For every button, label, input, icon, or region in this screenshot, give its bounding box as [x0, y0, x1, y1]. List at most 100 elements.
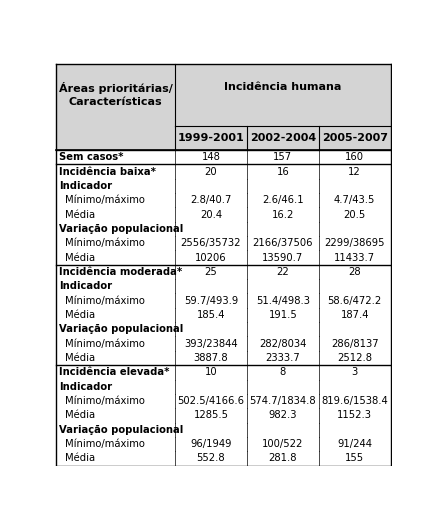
- Bar: [56, 322, 391, 336]
- Text: 28: 28: [348, 267, 361, 277]
- Bar: [56, 165, 391, 179]
- Bar: [56, 179, 391, 193]
- Bar: [56, 236, 391, 250]
- Text: Indicador: Indicador: [59, 181, 112, 191]
- Text: 20.4: 20.4: [200, 210, 222, 220]
- Bar: [56, 279, 391, 293]
- Text: 2.6/46.1: 2.6/46.1: [262, 195, 303, 205]
- Text: 148: 148: [201, 152, 220, 162]
- Text: 819.6/1538.4: 819.6/1538.4: [321, 396, 388, 406]
- Bar: [56, 451, 391, 465]
- Text: 574.7/1834.8: 574.7/1834.8: [249, 396, 316, 406]
- Text: Incidência moderada*: Incidência moderada*: [59, 267, 182, 277]
- Text: 91/244: 91/244: [337, 439, 372, 449]
- Text: 20: 20: [204, 167, 217, 177]
- Text: 1285.5: 1285.5: [194, 410, 228, 420]
- Text: 3887.8: 3887.8: [194, 353, 228, 363]
- Text: 1152.3: 1152.3: [337, 410, 372, 420]
- Bar: [56, 250, 391, 265]
- Text: 185.4: 185.4: [197, 310, 225, 320]
- Text: 2166/37506: 2166/37506: [252, 238, 313, 248]
- Text: 155: 155: [345, 453, 364, 463]
- Text: Mínimo/máximo: Mínimo/máximo: [65, 339, 144, 348]
- Text: Média: Média: [65, 353, 95, 363]
- Bar: [56, 150, 391, 165]
- Text: 281.8: 281.8: [269, 453, 297, 463]
- Bar: [56, 365, 391, 379]
- Bar: [175, 64, 391, 126]
- Bar: [56, 394, 391, 408]
- Bar: [175, 126, 391, 150]
- Text: 59.7/493.9: 59.7/493.9: [184, 296, 238, 305]
- Text: 2002-2004: 2002-2004: [250, 133, 316, 143]
- Bar: [56, 336, 391, 351]
- Text: 2333.7: 2333.7: [266, 353, 300, 363]
- Text: 22: 22: [276, 267, 289, 277]
- Text: 13590.7: 13590.7: [262, 253, 303, 263]
- Text: 10206: 10206: [195, 253, 227, 263]
- Text: Mínimo/máximo: Mínimo/máximo: [65, 439, 144, 449]
- Text: Incidência elevada*: Incidência elevada*: [59, 367, 170, 377]
- Text: 502.5/4166.6: 502.5/4166.6: [177, 396, 245, 406]
- Text: 20.5: 20.5: [344, 210, 366, 220]
- Text: Média: Média: [65, 310, 95, 320]
- Text: Mínimo/máximo: Mínimo/máximo: [65, 396, 144, 406]
- Bar: [56, 193, 391, 208]
- Text: 187.4: 187.4: [341, 310, 369, 320]
- Text: Incidência humana: Incidência humana: [224, 82, 341, 92]
- Text: 96/1949: 96/1949: [190, 439, 232, 449]
- Text: 2.8/40.7: 2.8/40.7: [190, 195, 232, 205]
- Text: Média: Média: [65, 453, 95, 463]
- Text: 160: 160: [345, 152, 364, 162]
- Bar: [56, 351, 391, 365]
- Text: Áreas prioritárias/
Características: Áreas prioritárias/ Características: [58, 82, 173, 107]
- Text: 4.7/43.5: 4.7/43.5: [334, 195, 375, 205]
- Text: 51.4/498.3: 51.4/498.3: [256, 296, 310, 305]
- Text: Variação populacional: Variação populacional: [59, 224, 183, 234]
- Text: Média: Média: [65, 210, 95, 220]
- Text: 58.6/472.2: 58.6/472.2: [327, 296, 382, 305]
- Text: Variação populacional: Variação populacional: [59, 324, 183, 334]
- Text: Indicador: Indicador: [59, 281, 112, 291]
- Bar: [56, 265, 391, 279]
- Text: Variação populacional: Variação populacional: [59, 425, 183, 435]
- Text: 11433.7: 11433.7: [334, 253, 375, 263]
- Text: 191.5: 191.5: [269, 310, 297, 320]
- Text: Sem casos*: Sem casos*: [59, 152, 123, 162]
- Text: 393/23844: 393/23844: [184, 339, 238, 348]
- Text: 2005-2007: 2005-2007: [322, 133, 388, 143]
- Text: Média: Média: [65, 253, 95, 263]
- Text: 982.3: 982.3: [269, 410, 297, 420]
- Text: Mínimo/máximo: Mínimo/máximo: [65, 296, 144, 305]
- Bar: [56, 408, 391, 422]
- Text: Incidência baixa*: Incidência baixa*: [59, 167, 156, 177]
- Text: 3: 3: [351, 367, 358, 377]
- Text: 1999-2001: 1999-2001: [177, 133, 244, 143]
- Bar: [56, 308, 391, 322]
- Text: Média: Média: [65, 410, 95, 420]
- Text: 2299/38695: 2299/38695: [324, 238, 385, 248]
- Bar: [56, 293, 391, 308]
- Bar: [56, 222, 391, 236]
- Text: 8: 8: [280, 367, 286, 377]
- Bar: [56, 422, 391, 437]
- Text: 12: 12: [348, 167, 361, 177]
- Text: Indicador: Indicador: [59, 381, 112, 391]
- Text: 286/8137: 286/8137: [331, 339, 378, 348]
- Bar: [56, 437, 391, 451]
- Text: 157: 157: [273, 152, 293, 162]
- Text: 282/8034: 282/8034: [259, 339, 307, 348]
- Text: 2556/35732: 2556/35732: [181, 238, 241, 248]
- Bar: [56, 64, 175, 126]
- Text: 16.2: 16.2: [272, 210, 294, 220]
- Text: 552.8: 552.8: [197, 453, 225, 463]
- Text: Mínimo/máximo: Mínimo/máximo: [65, 238, 144, 248]
- Text: 10: 10: [204, 367, 217, 377]
- Bar: [56, 126, 175, 150]
- Text: 100/522: 100/522: [262, 439, 303, 449]
- Text: Mínimo/máximo: Mínimo/máximo: [65, 195, 144, 205]
- Text: 25: 25: [204, 267, 217, 277]
- Bar: [56, 379, 391, 394]
- Bar: [56, 208, 391, 222]
- Text: 16: 16: [276, 167, 289, 177]
